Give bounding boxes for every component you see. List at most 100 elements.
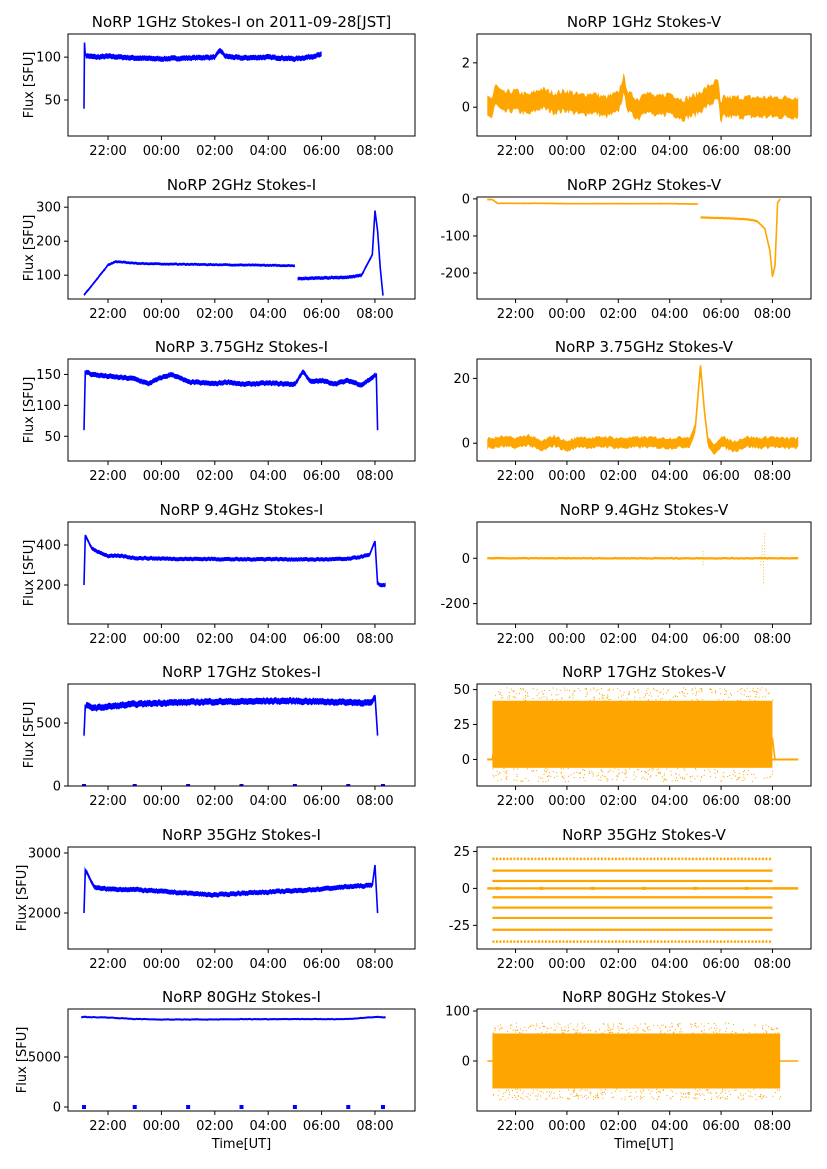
x-tick-label: 02:00 — [196, 1119, 233, 1134]
scatter-point — [522, 1098, 524, 1100]
scatter-point — [622, 771, 624, 773]
scatter-point — [601, 1032, 603, 1034]
scatter-point — [642, 776, 644, 778]
scatter-point — [586, 1089, 588, 1091]
scatter-point — [520, 1097, 522, 1099]
scatter-point — [597, 774, 599, 776]
scatter-point — [762, 1028, 764, 1030]
scatter-point — [749, 691, 751, 692]
scatter-point — [551, 694, 553, 696]
scatter-point — [679, 1031, 681, 1033]
scatter-point — [715, 1030, 717, 1032]
scatter-point — [616, 775, 618, 777]
scatter-point — [639, 1098, 641, 1100]
axes-frame — [476, 846, 812, 950]
scatter-point — [649, 1029, 651, 1031]
scatter-point — [723, 776, 725, 778]
x-tick-label: 22:00 — [497, 307, 534, 322]
scatter-point — [550, 1093, 552, 1095]
scatter-point — [724, 694, 726, 695]
gap-marker — [744, 886, 749, 890]
scatter-point — [527, 695, 529, 697]
scatter-point — [659, 1027, 661, 1029]
scatter-point — [772, 773, 774, 775]
scatter-point — [546, 1031, 548, 1033]
scatter-point — [762, 1096, 764, 1098]
scatter-point — [544, 1026, 546, 1028]
scatter-point — [667, 1030, 669, 1032]
scatter-point — [617, 775, 619, 777]
scatter-point — [661, 697, 663, 699]
scatter-point — [559, 689, 561, 691]
scatter-point — [649, 768, 650, 770]
y-axis-label: Flux [SFU] — [15, 1027, 30, 1094]
scatter-point — [686, 774, 688, 775]
scatter-point — [577, 1023, 579, 1025]
scatter-point — [612, 1096, 613, 1098]
scatter-point — [567, 689, 569, 691]
scatter-point — [499, 772, 500, 774]
scatter-point — [768, 692, 770, 694]
scatter-point — [691, 688, 693, 690]
panel-i1: NoRP 1GHz Stokes-I on 2011-09-28[JST] 22:… — [22, 13, 416, 159]
scatter-point — [637, 1029, 639, 1031]
scatter-point — [662, 1024, 664, 1026]
scatter-point — [649, 692, 651, 694]
scatter-point — [672, 1032, 674, 1034]
scatter-point — [520, 1089, 521, 1091]
scatter-point — [676, 777, 678, 779]
scatter-point — [730, 1032, 732, 1034]
scatter-point — [553, 771, 555, 773]
scatter-point — [733, 774, 734, 776]
scatter-point — [734, 1089, 736, 1091]
scatter-point — [552, 1097, 554, 1099]
scatter-point — [617, 696, 619, 698]
x-tick-label: 08:00 — [754, 469, 791, 484]
scatter-point — [645, 772, 647, 774]
scatter-point — [620, 700, 622, 702]
scatter-point — [599, 693, 600, 695]
scatter-point — [574, 690, 576, 692]
scatter-point — [648, 694, 650, 696]
scatter-point — [590, 1092, 592, 1094]
y-tick-label: 20 — [453, 372, 470, 387]
scatter-point — [582, 1022, 584, 1024]
scatter-point — [660, 1024, 662, 1026]
y-tick-label: 25 — [453, 845, 470, 860]
x-tick-label: 06:00 — [702, 794, 739, 809]
scatter-point — [606, 697, 608, 699]
scatter-point — [525, 697, 527, 699]
scatter-point — [642, 1089, 644, 1091]
scatter-point — [679, 1023, 681, 1025]
scatter-point — [586, 1098, 588, 1100]
scatter-point — [570, 1023, 572, 1025]
scatter-point — [535, 1028, 537, 1030]
scatter-point — [700, 1030, 702, 1032]
scatter-point — [765, 688, 767, 690]
scatter-point — [530, 1094, 531, 1096]
noise-block — [492, 700, 773, 768]
low-point — [132, 784, 137, 786]
scatter-point — [569, 696, 571, 698]
scatter-point — [628, 693, 630, 695]
scatter-point — [646, 692, 648, 694]
scatter-point — [582, 1026, 584, 1028]
data-marks — [83, 534, 386, 588]
scatter-point — [561, 776, 563, 777]
scatter-point — [608, 770, 610, 772]
scatter-point — [716, 1032, 718, 1034]
scatter-point — [642, 1030, 644, 1031]
scatter-point — [724, 688, 726, 690]
scatter-point — [646, 1026, 648, 1028]
scatter-point — [669, 1029, 671, 1031]
scatter-point — [745, 1093, 747, 1094]
scatter-point — [548, 1091, 550, 1093]
scatter-point — [635, 1031, 637, 1033]
scatter-point — [666, 692, 667, 694]
panel-title: NoRP 9.4GHz Stokes-I — [160, 501, 324, 519]
scatter-point — [568, 697, 570, 699]
scatter-point — [704, 769, 705, 771]
scatter-point — [515, 1088, 517, 1090]
low-point — [186, 1105, 191, 1109]
scatter-point — [601, 694, 603, 696]
